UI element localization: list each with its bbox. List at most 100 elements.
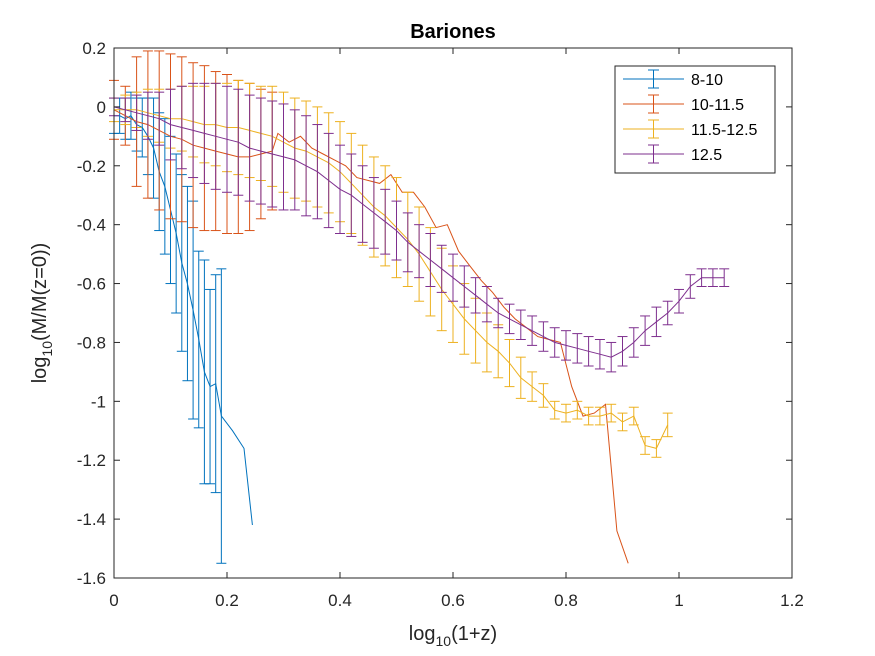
- x-axis-label: log10(1+z): [409, 623, 497, 649]
- error-bar: [380, 188, 391, 255]
- error-bar: [267, 100, 278, 208]
- error-bar: [171, 153, 182, 314]
- y-axis-label-main: log: [29, 357, 51, 384]
- error-bar: [222, 85, 232, 193]
- error-bar: [312, 124, 323, 220]
- x-tick-label: 0.4: [328, 591, 352, 610]
- x-tick-label: 0.6: [441, 591, 465, 610]
- y-axis-label: log10(M/M(z=0)): [29, 243, 55, 384]
- error-bar: [504, 339, 515, 388]
- error-bar: [651, 439, 662, 458]
- y-axis-label-rest: (M/M(z=0)): [29, 243, 51, 341]
- error-bar: [640, 315, 651, 346]
- legend-label: 10-11.5: [691, 97, 744, 114]
- legend-box: [614, 65, 776, 174]
- legend-label: 12.5: [691, 147, 722, 164]
- x-tick-label: 0.8: [554, 591, 578, 610]
- error-bar: [459, 265, 470, 308]
- error-bar: [216, 268, 227, 564]
- legend: 8-10 10-11.5 11.5-12.5 12.5: [614, 65, 776, 174]
- error-bar: [210, 274, 221, 494]
- error-bar: [549, 327, 560, 358]
- legend-entry-2: 11.5-12.5: [623, 119, 758, 139]
- error-bar: [425, 233, 436, 287]
- error-bar: [193, 250, 204, 429]
- error-bar: [165, 88, 176, 161]
- error-bar: [323, 132, 334, 229]
- x-tick-label: 1.2: [780, 591, 804, 610]
- y-tick-label: -1.6: [77, 569, 106, 588]
- error-bar: [583, 336, 594, 367]
- error-bar: [674, 288, 684, 314]
- error-bar: [594, 406, 605, 426]
- error-bar: [515, 356, 526, 399]
- y-tick-label: -1.4: [77, 510, 106, 529]
- error-bar: [662, 412, 673, 438]
- error-bar: [719, 268, 730, 287]
- error-bar: [188, 82, 199, 179]
- error-bar: [628, 406, 639, 426]
- error-bar: [651, 306, 662, 338]
- y-axis-label-subscript: 10: [39, 341, 55, 357]
- error-bar: [357, 165, 368, 243]
- legend-entry-1: 10-11.5: [623, 94, 744, 114]
- y-tick-label: 0.2: [82, 39, 106, 58]
- error-bar: [606, 341, 617, 373]
- error-bar: [515, 309, 526, 340]
- error-bar: [606, 403, 617, 423]
- error-bar: [594, 339, 605, 370]
- error-bar: [538, 383, 549, 408]
- y-tick-label: -0.6: [77, 275, 106, 294]
- error-bar: [199, 82, 210, 184]
- error-bar: [368, 177, 379, 249]
- error-bar: [561, 330, 571, 361]
- error-bar: [527, 371, 538, 402]
- x-axis-label-main: log: [409, 623, 436, 645]
- error-bar: [205, 288, 216, 485]
- chart-title: Bariones: [410, 21, 496, 43]
- error-bar: [233, 88, 244, 196]
- error-bar: [481, 286, 492, 323]
- error-bar: [142, 91, 153, 140]
- error-bar: [470, 277, 481, 314]
- error-bar: [436, 244, 447, 293]
- y-axis-ticks: 0.2 0 -0.2 -0.4 -0.6 -0.8 -1 -1.2 -1.4 -1.6: [77, 39, 792, 588]
- legend-label: 11.5-12.5: [691, 122, 758, 139]
- error-bar: [289, 109, 300, 211]
- x-tick-label: 0.2: [215, 591, 239, 610]
- x-axis-label-subscript: 10: [436, 633, 452, 649]
- error-bar: [696, 268, 707, 287]
- y-tick-label: -1: [91, 392, 106, 411]
- x-tick-label: 0: [109, 591, 118, 610]
- legend-entries: 8-10 10-11.5 11.5-12.5 12.5: [623, 69, 758, 164]
- error-bar: [617, 412, 628, 432]
- x-axis-label-rest: (1+z): [451, 623, 497, 645]
- error-bar: [583, 406, 594, 426]
- error-bar: [120, 97, 131, 123]
- error-bar: [493, 297, 504, 329]
- error-bar: [617, 336, 628, 367]
- y-tick-label: -0.2: [77, 157, 106, 176]
- error-bar: [527, 315, 538, 346]
- x-axis-ticks: 0 0.2 0.4 0.6 0.8 1 1.2: [109, 48, 804, 610]
- error-bar: [538, 321, 549, 352]
- error-bar: [159, 118, 170, 255]
- error-bar: [278, 103, 289, 211]
- series-line: [113, 109, 629, 564]
- error-bar: [662, 300, 673, 326]
- error-bar: [335, 144, 345, 234]
- series-line: [114, 109, 669, 449]
- legend-entry-3: 12.5: [623, 144, 722, 164]
- error-bar: [391, 200, 402, 261]
- error-bar: [131, 94, 142, 131]
- error-bar: [182, 185, 193, 382]
- error-bar: [549, 400, 560, 420]
- legend-label: 8-10: [691, 72, 723, 89]
- error-bar: [255, 97, 266, 205]
- error-bar: [707, 268, 718, 287]
- error-bar: [244, 94, 255, 202]
- error-bar: [640, 436, 651, 455]
- y-tick-label: -0.4: [77, 216, 106, 235]
